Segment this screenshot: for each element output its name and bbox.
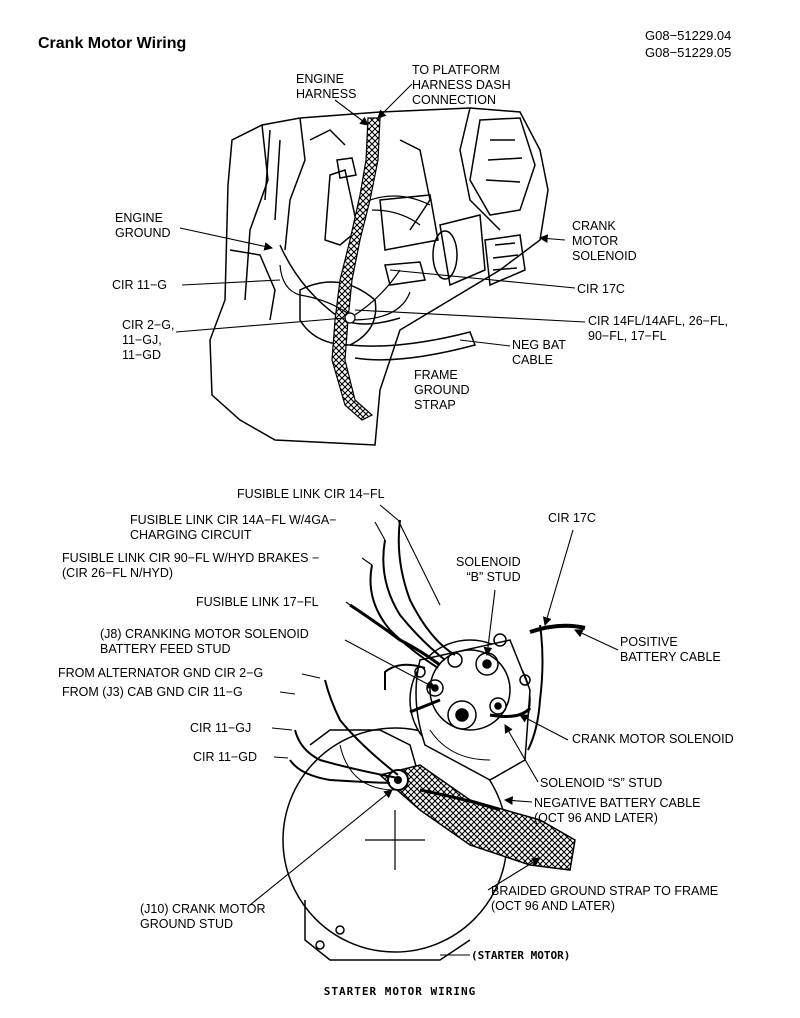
label-crank-motor-solenoid-bottom: CRANK MOTOR SOLENOID [572,732,734,746]
engine-illustration [209,107,549,446]
label-to-platform: TO PLATFORM HARNESS DASH CONNECTION [412,63,511,107]
page-title: Crank Motor Wiring [38,35,187,52]
label-braided-ground-strap: BRAIDED GROUND STRAP TO FRAME (OCT 96 AN… [491,884,719,913]
label-negative-battery-cable: NEGATIVE BATTERY CABLE (OCT 96 AND LATER… [534,796,701,825]
label-frame-ground-strap: FRAME GROUND STRAP [414,368,470,412]
label-solenoid-b-stud: SOLENOID “B” STUD [456,555,521,584]
label-cir-11gj: CIR 11−GJ [190,721,252,735]
figure-caption: STARTER MOTOR WIRING [323,985,477,998]
starter-motor-illustration [282,633,531,961]
bottom-leader-lines [249,504,619,956]
label-cir-11g-top: CIR 11−G [112,278,167,292]
label-cir-11gd: CIR 11−GD [193,750,258,764]
label-fusible-14fl: FUSIBLE LINK CIR 14−FL [237,487,385,501]
label-starter-motor: (STARTER MOTOR) [471,949,571,962]
label-cir-2g: CIR 2−G, 11−GJ, 11−GD [122,318,175,362]
doc-id-1: G08−51229.04 [645,28,732,43]
label-engine-ground: ENGINE GROUND [115,211,171,240]
bottom-wires [289,519,586,812]
top-wires [279,195,431,324]
label-cir-17c-bottom: CIR 17C [548,511,596,525]
label-j10-ground-stud: (J10) CRANK MOTOR GROUND STUD [140,902,266,931]
label-j8-stud: (J8) CRANKING MOTOR SOLENOID BATTERY FEE… [100,627,309,656]
label-fusible-14afl: FUSIBLE LINK CIR 14A−FL W/4GA− CHARGING … [130,513,337,542]
label-cab-gnd: FROM (J3) CAB GND CIR 11−G [62,685,243,699]
label-engine-harness: ENGINE HARNESS [296,72,357,101]
top-leader-lines [175,83,586,347]
label-alt-gnd: FROM ALTERNATOR GND CIR 2−G [58,666,264,680]
label-fusible-90fl: FUSIBLE LINK CIR 90−FL W/HYD BRAKES − (C… [62,551,320,580]
label-positive-battery-cable: POSITIVE BATTERY CABLE [620,635,721,664]
label-fusible-17fl: FUSIBLE LINK 17−FL [196,595,319,609]
label-cir-14fl: CIR 14FL/14AFL, 26−FL, 90−FL, 17−FL [588,314,729,343]
doc-id-2: G08−51229.05 [645,45,732,60]
label-neg-bat-cable: NEG BAT CABLE [512,338,566,367]
label-crank-motor-solenoid-top: CRANK MOTOR SOLENOID [572,219,637,263]
label-solenoid-s-stud: SOLENOID “S” STUD [540,776,663,790]
label-cir-17c-top: CIR 17C [577,282,625,296]
